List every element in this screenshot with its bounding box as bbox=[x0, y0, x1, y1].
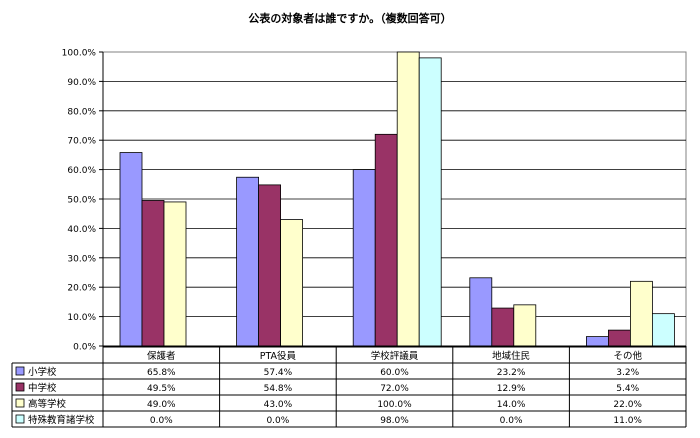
data-label-0-4: 3.2% bbox=[616, 368, 639, 378]
legend-swatch-2 bbox=[15, 398, 25, 408]
data-label-2-3: 14.0% bbox=[497, 400, 526, 410]
legend-swatch-3 bbox=[15, 414, 25, 424]
bar-2-0 bbox=[163, 201, 187, 347]
y-tick-label: 10.0% bbox=[67, 313, 96, 323]
data-label-0-0: 65.8% bbox=[147, 368, 176, 378]
bar-1-4 bbox=[608, 329, 631, 347]
category-label: その他 bbox=[613, 350, 642, 362]
legend-swatch-1 bbox=[15, 382, 25, 392]
table-header-bg bbox=[103, 347, 686, 363]
legend-swatch-0 bbox=[15, 366, 25, 376]
data-label-2-1: 43.0% bbox=[264, 400, 293, 410]
y-tick-label: 90.0% bbox=[67, 78, 96, 88]
data-label-0-1: 57.4% bbox=[264, 368, 293, 378]
data-label-1-0: 49.5% bbox=[147, 384, 176, 394]
y-tick-label: 0.0% bbox=[73, 343, 96, 353]
bar-2-4 bbox=[630, 280, 653, 347]
bar-1-2 bbox=[374, 133, 398, 347]
category-label: 地域住民 bbox=[492, 350, 530, 362]
legend-label-1: 中学校 bbox=[28, 382, 57, 394]
y-tick-label: 40.0% bbox=[67, 225, 96, 235]
chart-title: 公表の対象者は誰ですか。（複数回答可） bbox=[248, 11, 451, 25]
y-tick-label: 30.0% bbox=[67, 254, 96, 264]
data-label-3-3: 0.0% bbox=[500, 416, 523, 426]
y-tick-label: 100.0% bbox=[62, 49, 97, 59]
legend-label-3: 特殊教育諸学校 bbox=[28, 414, 95, 426]
legend-label-2: 高等学校 bbox=[28, 398, 67, 410]
bar-0-4 bbox=[586, 336, 609, 347]
y-tick-label: 60.0% bbox=[67, 166, 96, 176]
data-label-3-1: 0.0% bbox=[266, 416, 289, 426]
bar-0-3 bbox=[469, 277, 493, 347]
data-label-1-2: 72.0% bbox=[380, 384, 409, 394]
data-label-1-1: 54.8% bbox=[264, 384, 293, 394]
y-tick-label: 20.0% bbox=[67, 284, 96, 294]
bar-0-2 bbox=[352, 169, 376, 347]
bar-1-1 bbox=[258, 184, 282, 347]
data-label-2-2: 100.0% bbox=[377, 400, 412, 410]
bar-2-3 bbox=[513, 304, 537, 347]
data-label-2-0: 49.0% bbox=[147, 400, 176, 410]
y-tick-label: 50.0% bbox=[67, 196, 96, 206]
data-label-0-3: 23.2% bbox=[497, 368, 526, 378]
bar-3-4 bbox=[652, 313, 675, 347]
bar-3-2 bbox=[418, 57, 442, 347]
data-label-3-0: 0.0% bbox=[150, 416, 173, 426]
data-label-0-2: 60.0% bbox=[380, 368, 409, 378]
data-label-3-4: 11.0% bbox=[613, 416, 642, 426]
bar-2-1 bbox=[280, 219, 304, 347]
bar-1-0 bbox=[141, 200, 165, 347]
bar-0-1 bbox=[236, 176, 260, 347]
category-label: 学校評議員 bbox=[371, 350, 419, 362]
bar-1-3 bbox=[491, 307, 515, 347]
y-tick-label: 70.0% bbox=[67, 137, 96, 147]
data-label-1-4: 5.4% bbox=[616, 384, 639, 394]
data-label-2-4: 22.0% bbox=[613, 400, 642, 410]
data-label-1-3: 12.9% bbox=[497, 384, 526, 394]
legend-label-0: 小学校 bbox=[28, 366, 57, 378]
y-tick-label: 80.0% bbox=[67, 107, 96, 117]
bar-2-2 bbox=[396, 51, 420, 347]
bar-0-0 bbox=[119, 152, 143, 347]
category-label: 保護者 bbox=[147, 350, 176, 362]
data-label-3-2: 98.0% bbox=[380, 416, 409, 426]
category-label: PTA役員 bbox=[260, 350, 297, 362]
